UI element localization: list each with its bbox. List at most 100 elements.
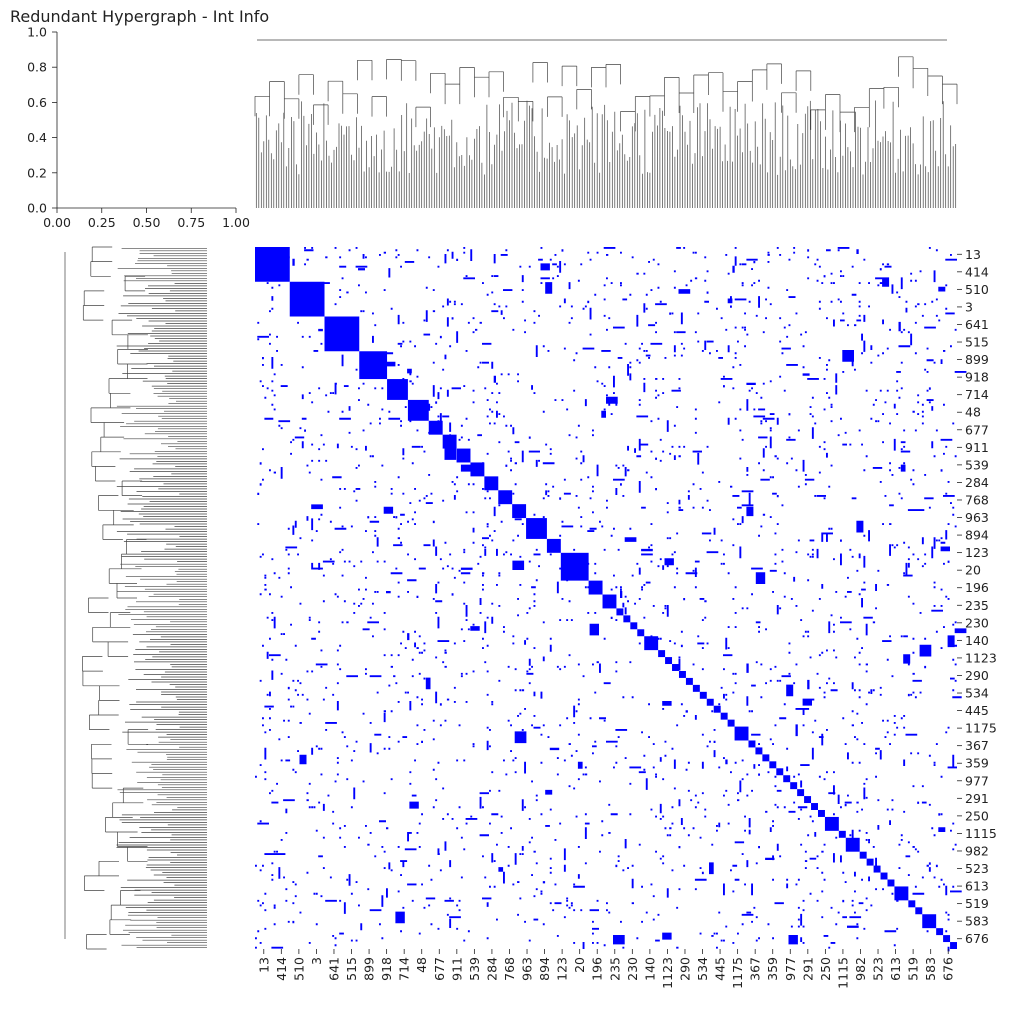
column-tick-label: 250 bbox=[818, 957, 833, 981]
column-tick-label: 523 bbox=[871, 957, 886, 981]
row-tick-label: 140 bbox=[965, 633, 989, 648]
row-tick-label: 899 bbox=[965, 352, 989, 367]
row-tick-label: 515 bbox=[965, 335, 989, 350]
row-tick-label: 894 bbox=[965, 528, 989, 543]
column-tick-label: 641 bbox=[326, 957, 341, 981]
diagonal-block bbox=[630, 622, 638, 630]
diagonal-block bbox=[678, 670, 686, 678]
row-tick-label: 1175 bbox=[965, 721, 997, 736]
row-tick-label: 676 bbox=[965, 931, 989, 946]
diagonal-block bbox=[894, 886, 909, 901]
diagonal-block bbox=[616, 608, 624, 616]
diagonal-block bbox=[845, 837, 860, 852]
row-tick-label: 1123 bbox=[965, 650, 997, 665]
column-tick-label: 911 bbox=[449, 957, 464, 981]
column-tick-label: 510 bbox=[291, 957, 306, 981]
row-tick-label: 918 bbox=[965, 370, 989, 385]
row-tick-label: 1115 bbox=[965, 826, 997, 841]
column-tick-label: 284 bbox=[484, 957, 499, 981]
diagonal-block bbox=[936, 928, 944, 936]
row-tick-label: 677 bbox=[965, 422, 989, 437]
column-tick-label: 1175 bbox=[730, 957, 745, 989]
column-tick-label: 359 bbox=[765, 957, 780, 981]
diagonal-block bbox=[255, 247, 290, 282]
diagonal-block bbox=[727, 719, 735, 727]
diagonal-block bbox=[623, 615, 631, 623]
diagonal-block bbox=[755, 747, 763, 755]
y-tick-label: 0.6 bbox=[27, 95, 47, 110]
row-tick-label: 290 bbox=[965, 668, 989, 683]
row-tick-label: 291 bbox=[965, 791, 989, 806]
diagonal-block bbox=[672, 664, 679, 671]
column-tick-label: 676 bbox=[941, 957, 956, 981]
row-dendrogram bbox=[64, 246, 207, 950]
column-tick-label: 414 bbox=[274, 957, 289, 981]
diagonal-block bbox=[407, 399, 429, 421]
diagonal-block bbox=[560, 552, 589, 581]
column-tick-labels: 13 414 510 3 641 515 899 918 714 48 677 911 539 284 76… bbox=[256, 949, 956, 989]
column-dendrogram-lines bbox=[254, 39, 958, 208]
diagonal-block bbox=[790, 782, 798, 790]
diagonal-block bbox=[817, 809, 825, 817]
diagonal-block bbox=[748, 740, 756, 748]
column-dendrogram bbox=[254, 39, 958, 208]
diagonal-block bbox=[734, 726, 749, 741]
diagonal-block bbox=[887, 879, 895, 887]
column-tick-label: 534 bbox=[695, 957, 710, 981]
diagonal-block bbox=[706, 698, 714, 706]
diagonal-block bbox=[880, 872, 888, 880]
diagonal-block bbox=[644, 636, 659, 651]
diagonal-block bbox=[838, 830, 846, 838]
column-tick-label: 963 bbox=[520, 957, 535, 981]
diagonal-block bbox=[685, 677, 693, 685]
column-tick-label: 583 bbox=[923, 957, 938, 981]
row-tick-labels: 13 414 510 3 641 515 899 918 714 48 677 911 539 284 76… bbox=[957, 247, 997, 946]
row-tick-label: 519 bbox=[965, 896, 989, 911]
diagonal-block bbox=[776, 768, 784, 776]
diagonal-block bbox=[665, 657, 673, 665]
column-tick-label: 977 bbox=[783, 957, 798, 981]
diagonal-block bbox=[324, 316, 360, 352]
column-tick-label: 918 bbox=[379, 957, 394, 981]
column-tick-label: 123 bbox=[555, 957, 570, 981]
diagonal-block bbox=[428, 420, 443, 435]
diagonal-block bbox=[769, 761, 777, 769]
row-tick-label: 523 bbox=[965, 861, 989, 876]
diagonal-block bbox=[866, 858, 874, 866]
diagonal-block bbox=[908, 900, 916, 908]
x-tick-label: 0.25 bbox=[88, 215, 116, 230]
row-tick-label: 977 bbox=[965, 773, 989, 788]
diagonal-block bbox=[943, 935, 951, 943]
diagonal-block bbox=[442, 434, 457, 449]
diagonal-block bbox=[811, 803, 818, 810]
x-tick-label: 1.00 bbox=[222, 215, 250, 230]
row-tick-label: 982 bbox=[965, 843, 989, 858]
y-tick-label: 0.8 bbox=[27, 60, 47, 75]
diagonal-block bbox=[588, 580, 603, 595]
diagonal-block bbox=[692, 684, 700, 692]
diagonal-block bbox=[637, 629, 645, 637]
column-tick-label: 1115 bbox=[835, 957, 850, 989]
row-tick-label: 13 bbox=[965, 247, 981, 262]
diagonal-block bbox=[950, 942, 957, 949]
diagonal-block bbox=[873, 865, 881, 873]
diagonal-block bbox=[526, 518, 547, 539]
row-tick-label: 714 bbox=[965, 387, 989, 402]
diagonal-block bbox=[804, 796, 812, 804]
diagonal-block bbox=[470, 462, 485, 477]
diagonal-block bbox=[602, 594, 617, 609]
row-tick-label: 510 bbox=[965, 282, 989, 297]
column-tick-label: 768 bbox=[502, 957, 517, 981]
row-tick-label: 20 bbox=[965, 563, 981, 578]
diagonal-block bbox=[512, 504, 527, 519]
column-tick-label: 196 bbox=[590, 957, 605, 981]
row-tick-label: 48 bbox=[965, 405, 981, 420]
row-tick-label: 359 bbox=[965, 756, 989, 771]
row-dendrogram-lines bbox=[64, 246, 207, 950]
column-tick-label: 140 bbox=[642, 957, 657, 981]
row-tick-label: 250 bbox=[965, 808, 989, 823]
y-tick-label: 0.0 bbox=[27, 201, 47, 216]
diagonal-block bbox=[387, 379, 408, 400]
column-tick-label: 539 bbox=[467, 957, 482, 981]
